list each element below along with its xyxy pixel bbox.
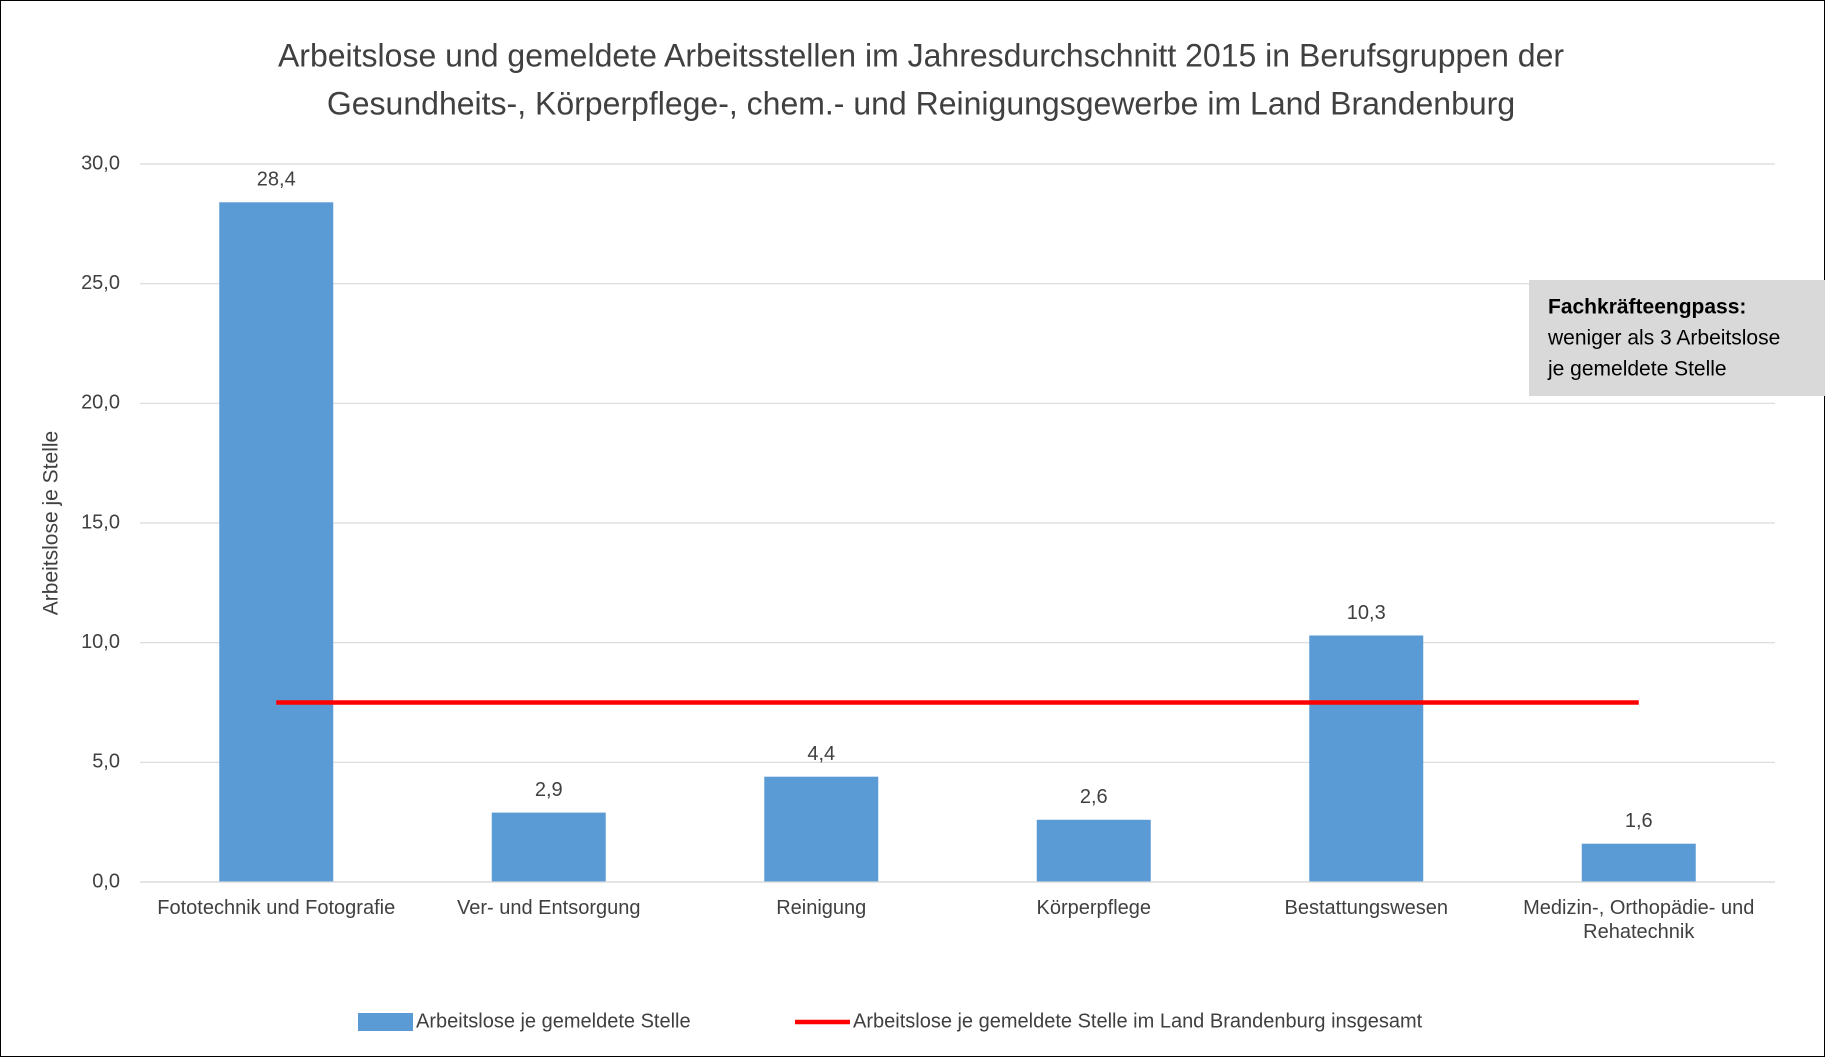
bar xyxy=(1309,635,1424,882)
y-tick-label: 0,0 xyxy=(92,870,120,892)
x-tick-label: Ver- und Entsorgung xyxy=(457,897,641,919)
data-label: 2,6 xyxy=(1080,786,1108,808)
x-tick-label: Medizin-, Orthopädie- und Rehatechnik xyxy=(1523,897,1755,943)
legend-label: Arbeitslose je gemeldete Stelle xyxy=(416,1010,691,1032)
bar xyxy=(764,776,879,882)
y-tick-label: 20,0 xyxy=(81,392,120,414)
bar xyxy=(1036,819,1151,882)
data-label: 1,6 xyxy=(1625,810,1653,832)
bar xyxy=(491,812,606,882)
x-tick-label: Körperpflege xyxy=(1036,897,1152,919)
y-tick-label: 15,0 xyxy=(81,511,120,533)
chart-title: Gesundheits-, Körperpflege-, chem.- und … xyxy=(327,85,1515,121)
y-tick-label: 5,0 xyxy=(92,751,120,773)
annotation-box xyxy=(1529,280,1825,396)
legend-label: Arbeitslose je gemeldete Stelle im Land … xyxy=(853,1010,1423,1032)
data-label: 28,4 xyxy=(257,169,296,191)
y-tick-label: 30,0 xyxy=(81,152,120,174)
data-label: 2,9 xyxy=(535,779,563,801)
annotation-text: weniger als 3 Arbeitslose xyxy=(1547,327,1780,350)
annotation-text: je gemeldete Stelle xyxy=(1547,358,1727,381)
x-tick-label: Reinigung xyxy=(776,897,867,919)
y-tick-label: 25,0 xyxy=(81,272,120,294)
bar xyxy=(1581,843,1696,882)
bar xyxy=(219,202,334,882)
annotation-heading: Fachkräfteengpass: xyxy=(1548,296,1746,319)
x-tick-label: Bestattungswesen xyxy=(1284,897,1448,919)
y-axis-label: Arbeitslose je Stelle xyxy=(40,431,63,615)
x-tick-label: Fototechnik und Fotografie xyxy=(157,897,396,919)
y-tick-label: 10,0 xyxy=(81,631,120,653)
chart-title: Arbeitslose und gemeldete Arbeitsstellen… xyxy=(278,37,1564,73)
data-label: 4,4 xyxy=(807,743,835,765)
legend-swatch xyxy=(358,1013,413,1031)
data-label: 10,3 xyxy=(1347,602,1386,624)
